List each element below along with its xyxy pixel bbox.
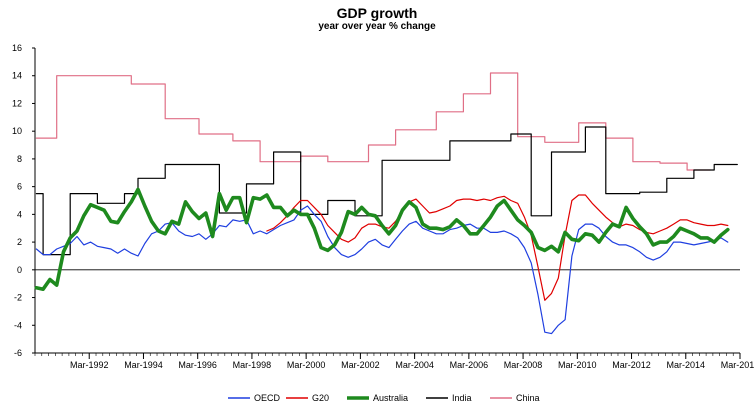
x-tick-label: Mar-2000 <box>287 360 326 370</box>
y-tick-label: 14 <box>12 71 22 81</box>
y-tick-label: 4 <box>17 209 22 219</box>
y-tick-label: 8 <box>17 154 22 164</box>
legend-label-oecd: OECD <box>254 393 281 403</box>
x-tick-label: Mar-1992 <box>70 360 109 370</box>
x-tick-label: Mar-2014 <box>667 360 706 370</box>
x-tick-label: Mar-1996 <box>178 360 217 370</box>
y-tick-label: 0 <box>17 265 22 275</box>
y-tick-label: -2 <box>14 293 22 303</box>
x-tick-label: Mar-1994 <box>124 360 163 370</box>
legend-label-g20: G20 <box>312 393 329 403</box>
y-tick-label: 16 <box>12 43 22 53</box>
x-tick-label: Mar-1998 <box>233 360 272 370</box>
legend-label-australia: Australia <box>373 393 408 403</box>
x-tick-label: Mar-2010 <box>558 360 597 370</box>
chart-subtitle: year over year % change <box>318 21 436 32</box>
series-line-china <box>35 72 711 171</box>
x-tick-label: Mar-2016 <box>721 360 754 370</box>
chart-title: GDP growth <box>336 5 418 21</box>
y-tick-label: 2 <box>17 237 22 247</box>
x-tick-label: Mar-2002 <box>341 360 380 370</box>
y-tick-label: -6 <box>14 348 22 358</box>
series-line-oecd <box>35 205 729 335</box>
series-line-india <box>35 126 738 256</box>
y-tick-label: 6 <box>17 182 22 192</box>
x-tick-label: Mar-2012 <box>612 360 651 370</box>
x-tick-label: Mar-2008 <box>504 360 543 370</box>
legend-label-china: China <box>516 393 540 403</box>
x-tick-label: Mar-2006 <box>450 360 489 370</box>
y-tick-label: 12 <box>12 98 22 108</box>
series-line-g20 <box>266 194 729 301</box>
series-line-australia <box>34 187 730 291</box>
y-tick-label: -4 <box>14 320 22 330</box>
y-tick-label: 10 <box>12 126 22 136</box>
x-tick-label: Mar-2004 <box>395 360 434 370</box>
legend-label-india: India <box>452 393 472 403</box>
